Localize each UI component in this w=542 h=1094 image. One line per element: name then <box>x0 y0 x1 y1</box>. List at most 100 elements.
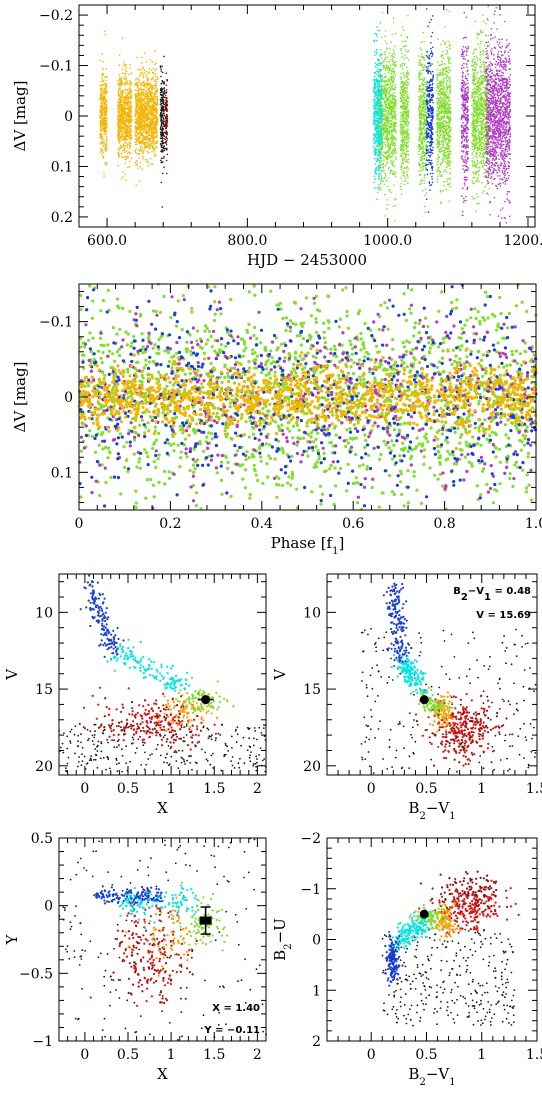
lightcurve-point <box>388 156 391 159</box>
lightcurve-point <box>159 92 162 94</box>
lightcurve-point <box>150 117 152 119</box>
lightcurve-point <box>445 67 448 70</box>
lightcurve-point <box>122 117 125 120</box>
lightcurve-point <box>128 80 131 82</box>
lightcurve-point <box>150 91 153 94</box>
lightcurve-point <box>443 136 446 139</box>
lightcurve-point <box>421 166 424 168</box>
lightcurve-point <box>443 114 446 117</box>
lightcurve-point <box>418 150 420 153</box>
lightcurve-point <box>147 128 150 130</box>
lightcurve-point <box>437 97 439 100</box>
lightcurve-point <box>444 155 446 158</box>
lightcurve-point <box>389 86 391 88</box>
lightcurve-point <box>161 126 164 128</box>
lightcurve-point <box>105 92 108 94</box>
lightcurve-point <box>387 203 389 206</box>
lightcurve-point <box>406 124 408 127</box>
lightcurve-point <box>145 135 148 138</box>
lightcurve-point <box>418 153 420 156</box>
lightcurve-point <box>99 129 102 132</box>
lightcurve-point <box>160 181 163 184</box>
lightcurve-point <box>117 156 120 158</box>
lightcurve-point <box>446 163 448 165</box>
lightcurve-point <box>389 64 392 67</box>
lightcurve-point <box>155 120 158 122</box>
lightcurve-point <box>153 94 156 96</box>
lightcurve-point <box>425 144 427 146</box>
lightcurve-point <box>129 102 132 104</box>
lightcurve-point <box>385 83 387 86</box>
lightcurve-point <box>137 114 140 117</box>
lightcurve-point <box>155 108 158 110</box>
lightcurve-point <box>386 116 388 119</box>
lightcurve-point <box>424 111 427 114</box>
lightcurve-point <box>152 71 154 74</box>
lightcurve-point <box>104 148 107 151</box>
lightcurve-point <box>153 136 156 138</box>
lightcurve-point <box>402 99 404 101</box>
lightcurve-point <box>395 139 397 141</box>
lightcurve-point <box>441 161 443 164</box>
lightcurve-point <box>440 131 443 133</box>
lightcurve-point <box>142 76 144 79</box>
lightcurve-point <box>394 62 396 64</box>
lightcurve-point <box>99 94 102 96</box>
lightcurve-point <box>165 124 167 126</box>
lightcurve-point <box>103 92 105 95</box>
lightcurve-point <box>100 147 103 150</box>
lightcurve-point <box>407 134 409 137</box>
lightcurve-point <box>129 112 132 114</box>
lightcurve-point <box>394 156 397 158</box>
lightcurve-point <box>407 150 410 152</box>
lightcurve-point <box>141 137 144 139</box>
lightcurve-point <box>127 115 129 118</box>
lightcurve-point <box>106 117 108 119</box>
lightcurve-point <box>380 188 382 191</box>
lightcurve-point <box>437 38 439 40</box>
lightcurve-point <box>407 154 410 156</box>
lightcurve-point <box>436 118 439 121</box>
lightcurve-point <box>449 145 451 148</box>
lightcurve-point <box>145 115 148 117</box>
lightcurve-point <box>153 140 156 143</box>
lightcurve-point <box>163 103 165 106</box>
lightcurve-point <box>421 82 423 85</box>
lightcurve-point <box>420 127 423 130</box>
lightcurve-point <box>117 120 120 123</box>
lightcurve-point <box>442 68 444 70</box>
lightcurve-point <box>129 114 132 117</box>
lightcurve-point <box>154 147 156 150</box>
lightcurve-point <box>449 81 452 83</box>
lightcurve-point <box>386 185 389 188</box>
lightcurve-point <box>421 140 423 143</box>
lightcurve-point <box>387 129 390 132</box>
lightcurve-point <box>401 81 404 84</box>
lightcurve-point <box>102 156 105 159</box>
lightcurve-point <box>101 109 103 112</box>
lightcurve-point <box>388 61 391 63</box>
lightcurve-point <box>422 31 425 34</box>
lightcurve-point <box>384 88 386 90</box>
lightcurve-point <box>389 59 392 61</box>
lightcurve-point <box>393 72 396 74</box>
lightcurve-point <box>384 172 387 174</box>
lightcurve-point <box>147 72 149 75</box>
lightcurve-point <box>448 68 450 70</box>
lightcurve-point <box>146 76 148 78</box>
lightcurve-point <box>122 61 125 63</box>
lightcurve-point <box>155 86 157 89</box>
lightcurve-point <box>104 130 107 132</box>
lightcurve-point <box>395 64 397 66</box>
lightcurve-point <box>160 131 163 133</box>
lightcurve-point <box>101 126 103 128</box>
lightcurve-point <box>439 69 441 71</box>
lightcurve-point <box>141 101 144 103</box>
lightcurve-point <box>442 156 445 159</box>
lightcurve-point <box>392 49 395 51</box>
lightcurve-point <box>150 113 152 115</box>
lightcurve-point <box>386 121 388 123</box>
lightcurve-point <box>123 78 126 80</box>
lightcurve-point <box>101 53 103 55</box>
lightcurve-point <box>424 194 426 197</box>
